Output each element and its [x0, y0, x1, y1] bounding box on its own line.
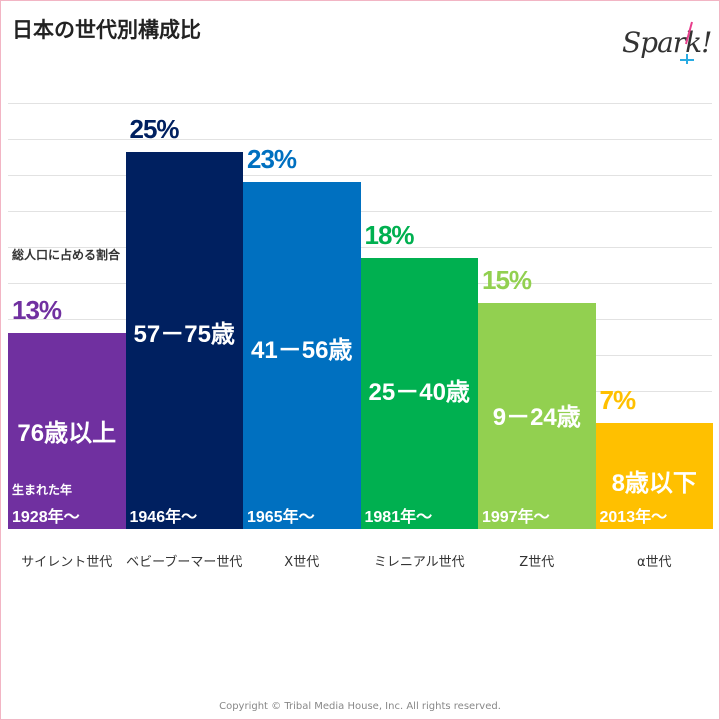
value-label: 18%	[364, 219, 415, 250]
category-tick-label: ベビーブーマー世代	[126, 555, 243, 570]
gridline	[8, 175, 712, 176]
birth-year-label: 生まれた年	[12, 483, 73, 497]
value-label: 23%	[247, 144, 297, 175]
brand-logo: Spark!	[622, 26, 712, 59]
age-range-label: 9－24歳	[492, 403, 581, 431]
value-label: 13%	[12, 294, 62, 325]
value-label: 25%	[129, 114, 180, 144]
category-tick-label: α世代	[636, 555, 672, 570]
chart-bar	[125, 152, 243, 529]
value-label: 15%	[482, 264, 532, 295]
page-title: 日本の世代別構成比	[12, 18, 201, 42]
age-range-label: 8歳以下	[611, 469, 697, 497]
copyright-text: Copyright © Tribal Media House, Inc. All…	[219, 701, 501, 712]
age-range-label: 57－75歳	[133, 320, 235, 348]
age-range-label: 25－40歳	[368, 378, 470, 406]
y-axis-label: 総人口に占める割合	[12, 248, 121, 262]
chart-bar	[360, 257, 478, 529]
chart-bar	[8, 332, 126, 529]
logo-accent-icon	[680, 21, 694, 64]
chart-bar	[595, 423, 713, 529]
birth-year-tick: 2013年～	[599, 509, 668, 526]
value-label: 7%	[599, 385, 637, 416]
category-tick-label: Z世代	[519, 555, 555, 570]
birth-year-tick: 1946年～	[129, 509, 198, 526]
category-tick-label: ミレニアル世代	[373, 555, 465, 570]
category-tick-label: X世代	[284, 555, 320, 570]
birth-year-tick: 1981年～	[364, 509, 433, 526]
age-range-label: 76歳以上	[17, 420, 117, 448]
category-tick-label: サイレント世代	[21, 555, 113, 570]
gridline	[8, 103, 712, 104]
birth-year-tick: 1965年～	[247, 509, 315, 526]
age-range-label: 41－56歳	[251, 337, 353, 365]
birth-year-tick: 1997年～	[482, 509, 550, 526]
gridline	[8, 139, 712, 140]
birth-year-tick: 1928年～	[12, 509, 80, 526]
chart-bar	[478, 302, 596, 529]
chart-bar	[243, 182, 361, 529]
